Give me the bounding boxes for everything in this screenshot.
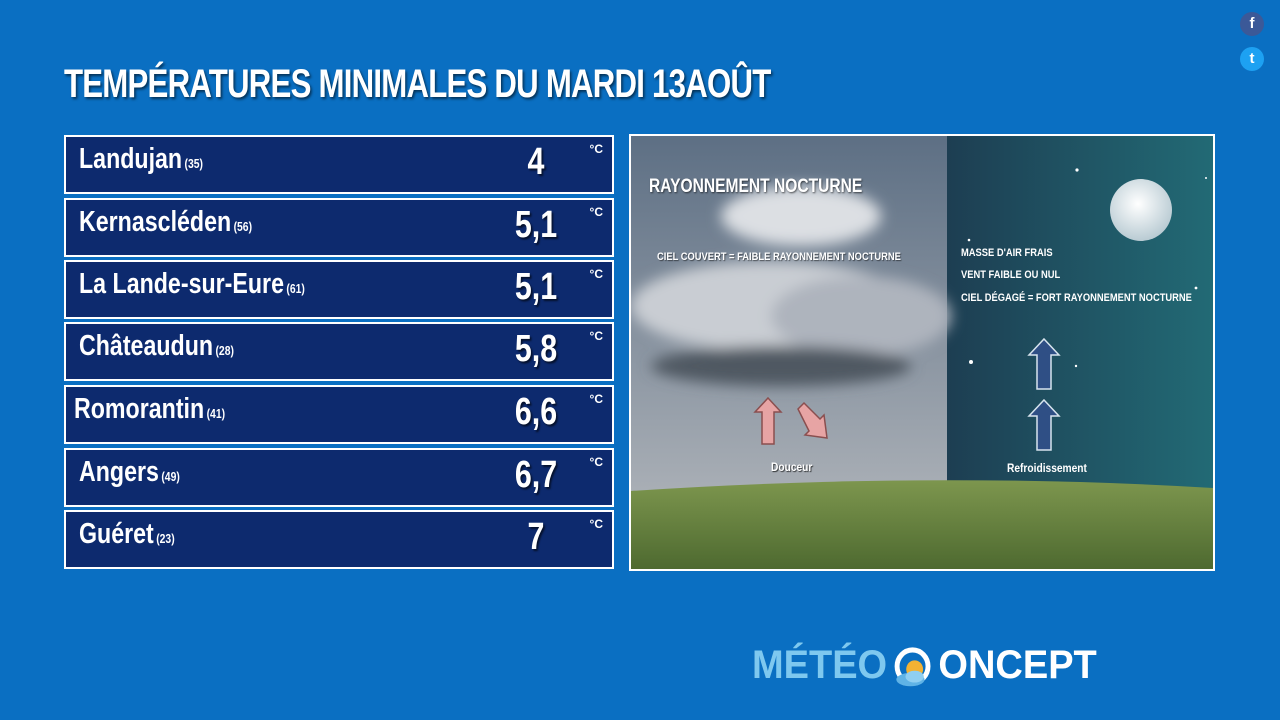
city-name: Landujan (35) bbox=[79, 143, 204, 175]
arrow-up-icon bbox=[1027, 337, 1061, 390]
department-code: (23) bbox=[156, 531, 175, 546]
cooling-label: Refroidissement bbox=[1007, 461, 1087, 475]
unit-label: °C bbox=[589, 329, 603, 343]
radiation-diagram: RAYONNEMENT NOCTURNE CIEL COUVERT = FAIB… bbox=[629, 134, 1215, 571]
department-code: (61) bbox=[286, 281, 305, 296]
table-row: Guéret (23) 7 °C bbox=[64, 510, 614, 569]
brand-logo: MÉTÉO ONCEPT bbox=[752, 643, 1097, 688]
warm-label: Douceur bbox=[771, 460, 813, 474]
city-name: Châteaudun (28) bbox=[79, 330, 234, 362]
department-code: (28) bbox=[215, 343, 234, 358]
brand-name-part-2: ONCEPT bbox=[938, 643, 1097, 687]
arrow-up-icon bbox=[1027, 398, 1061, 451]
table-row: Kernascléden (56) 5,1 °C bbox=[64, 198, 614, 257]
brand-name-part-1: MÉTÉO bbox=[752, 643, 888, 687]
temperature-value: 5,1 bbox=[514, 266, 558, 308]
clear-sky-line: CIEL DÉGAGÉ = FORT RAYONNEMENT NOCTURNE bbox=[961, 292, 1192, 304]
department-code: (35) bbox=[184, 156, 204, 171]
page-title: TEMPÉRATURES MINIMALES DU MARDI 13AOÛT bbox=[64, 62, 771, 106]
cold-arrows bbox=[1027, 337, 1061, 451]
temperature-value: 5,8 bbox=[514, 328, 558, 370]
clear-sky-line: VENT FAIBLE OU NUL bbox=[961, 269, 1061, 281]
city-name: Angers (49) bbox=[79, 456, 180, 488]
table-row: Châteaudun (28) 5,8 °C bbox=[64, 322, 614, 381]
city-name: Kernascléden (56) bbox=[79, 206, 253, 238]
unit-label: °C bbox=[589, 455, 603, 469]
twitter-icon[interactable]: t bbox=[1240, 47, 1264, 71]
cloud-shape bbox=[631, 186, 951, 386]
city-name: Guéret (23) bbox=[79, 518, 175, 550]
department-code: (41) bbox=[206, 406, 226, 421]
ground bbox=[631, 480, 1213, 569]
unit-label: °C bbox=[589, 205, 603, 219]
temperature-value: 5,1 bbox=[514, 204, 558, 246]
temperature-value: 6,6 bbox=[514, 391, 558, 433]
arrow-up-icon bbox=[753, 396, 783, 445]
cloudy-caption: CIEL COUVERT = FAIBLE RAYONNEMENT NOCTUR… bbox=[657, 251, 901, 263]
table-row: La Lande-sur-Eure (61) 5,1 °C bbox=[64, 260, 614, 319]
table-row: Angers (49) 6,7 °C bbox=[64, 448, 614, 507]
department-code: (56) bbox=[233, 219, 253, 234]
table-row: Romorantin (41) 6,6 °C bbox=[64, 385, 614, 444]
temperature-value: 7 bbox=[527, 516, 545, 558]
city-name: Romorantin (41) bbox=[74, 393, 226, 425]
temperature-value: 4 bbox=[527, 141, 545, 183]
unit-label: °C bbox=[589, 517, 603, 531]
table-row: Landujan (35) 4 °C bbox=[64, 135, 614, 194]
arrow-down-right-icon bbox=[797, 401, 828, 439]
moon-icon bbox=[1110, 179, 1172, 241]
diagram-title: RAYONNEMENT NOCTURNE bbox=[649, 176, 863, 197]
facebook-icon[interactable]: f bbox=[1240, 12, 1264, 36]
unit-label: °C bbox=[589, 392, 603, 406]
warm-arrows bbox=[753, 396, 828, 445]
city-name: La Lande-sur-Eure (61) bbox=[79, 268, 305, 300]
sun-cloud-logo-icon bbox=[894, 647, 931, 687]
temperature-value: 6,7 bbox=[514, 454, 558, 496]
stars bbox=[967, 168, 1207, 368]
clear-sky-line: MASSE D'AIR FRAIS bbox=[961, 247, 1053, 259]
diagram-illustration bbox=[631, 136, 1213, 569]
department-code: (49) bbox=[161, 469, 180, 484]
unit-label: °C bbox=[589, 267, 603, 281]
unit-label: °C bbox=[589, 142, 603, 156]
